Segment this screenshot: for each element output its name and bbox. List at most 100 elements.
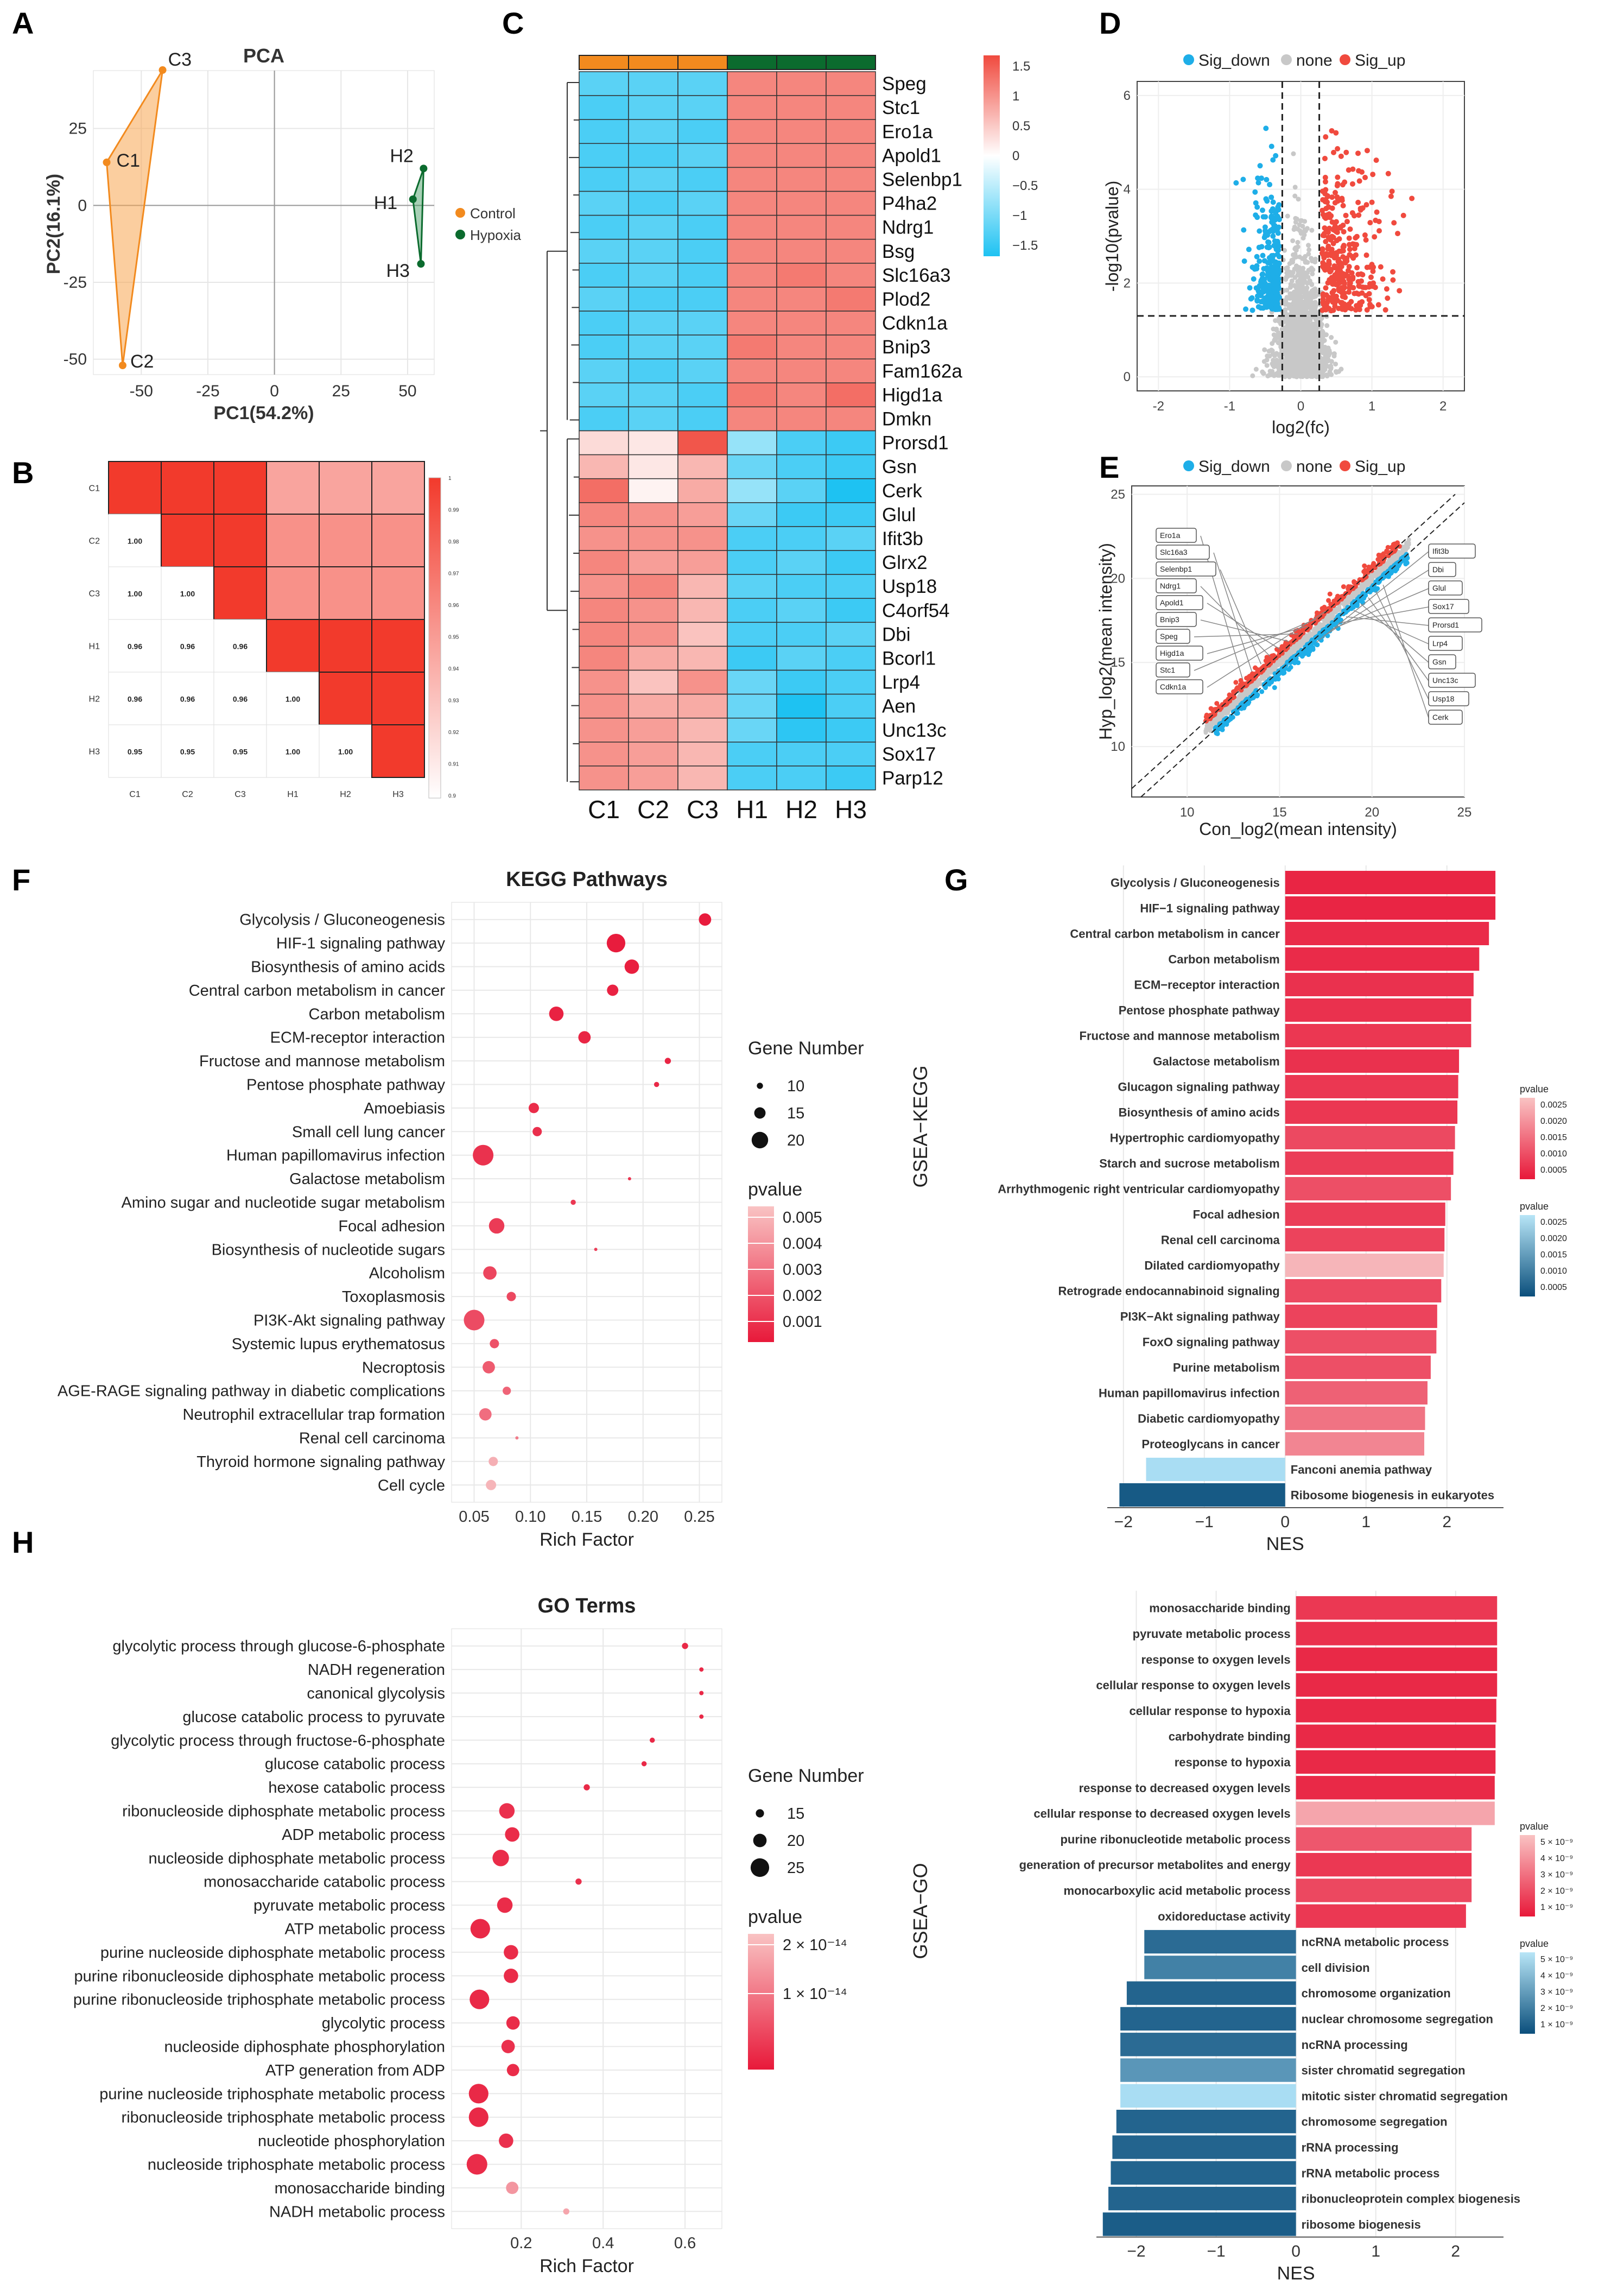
corr-value: 1.00 [128, 537, 142, 546]
corr-value: 0.96 [233, 695, 248, 704]
gene-label-box [1428, 636, 1463, 651]
corr-colorbar [428, 477, 441, 799]
heatmap-cell [776, 454, 827, 479]
corr-col-label: C2 [182, 790, 193, 799]
volcano-point-up [1370, 172, 1376, 178]
nes-bar [1285, 1100, 1458, 1124]
intensity-point-down [1342, 608, 1347, 613]
heatmap-cell [727, 693, 777, 719]
corr-value: 0.95 [233, 748, 248, 756]
intensity-point-none [1373, 573, 1378, 578]
y-axis-label: GSEA−KEGG [909, 1065, 931, 1187]
gene-label-left: Cdkn1a [1160, 682, 1186, 691]
corr-value: 0.96 [180, 642, 195, 651]
heatmap-cell [628, 71, 678, 96]
volcano-point-down [1261, 276, 1267, 282]
volcano-point-down [1273, 275, 1279, 281]
legend-up-tick: 3 × 10⁻⁹ [1540, 1870, 1573, 1880]
nes-bar-label: Fanconi anemia pathway [1291, 1463, 1432, 1477]
corr-cell [319, 566, 372, 620]
volcano-point-none [1295, 239, 1301, 245]
nes-bar [1285, 947, 1480, 971]
sample-label: H1 [736, 795, 768, 824]
color-legend-title: pvalue [748, 1907, 802, 1927]
volcano-point-none [1299, 230, 1304, 236]
heatmap-cell [826, 167, 876, 192]
legend-hypoxia-dot [455, 230, 465, 239]
volcano-point-up [1388, 193, 1394, 199]
legend-up-bar [1520, 1098, 1535, 1179]
x-tick-label: 2 [1451, 2243, 1460, 2261]
term-dot [549, 1007, 564, 1021]
gene-label-leader [1338, 606, 1429, 624]
size-legend-label: 20 [787, 1832, 804, 1850]
corr-col-label: C3 [234, 790, 246, 799]
volcano-point-none [1292, 293, 1298, 299]
volcano-point-up [1319, 307, 1325, 313]
volcano-point-down [1260, 252, 1266, 258]
term-dot [699, 1667, 704, 1672]
nes-bar-label: ncRNA processing [1302, 2038, 1408, 2052]
legend-up-tick: 0.0010 [1540, 1149, 1567, 1159]
volcano-point-up [1329, 246, 1335, 252]
pca-point-label: C3 [168, 49, 192, 70]
heatmap-colorbar-tick: −0.5 [1012, 179, 1038, 193]
volcano-point-down [1267, 276, 1273, 282]
volcano-point-up [1390, 277, 1396, 283]
heatmap-cell [727, 550, 777, 575]
heatmap-cell [677, 574, 728, 599]
corr-colorbar-tick: 0.94 [448, 666, 459, 672]
nes-bar [1285, 1356, 1431, 1379]
intensity-point-none [1218, 713, 1223, 718]
gene-label-box [1428, 599, 1469, 614]
x-tick-label: 0 [1280, 1513, 1290, 1531]
y-axis-label: -log10(pvalue) [1102, 181, 1122, 292]
heatmap-cell [727, 238, 777, 264]
volcano-point-down [1267, 181, 1273, 187]
heatmap-cell [826, 287, 876, 312]
term-label: nucleotide phosphorylation [258, 2133, 445, 2150]
sample-label: C3 [687, 795, 719, 824]
gene-label-left: Ndrg1 [1160, 581, 1181, 590]
intensity-point-up [1233, 680, 1239, 685]
term-label: Glycolysis / Gluconeogenesis [239, 912, 445, 929]
pca-point [118, 362, 126, 369]
term-label: Human papillomavirus infection [226, 1147, 445, 1165]
intensity-point-down [1315, 642, 1320, 648]
heatmap-cell [628, 646, 678, 671]
volcano-point-up [1320, 232, 1326, 238]
gene-label-box [1156, 595, 1203, 610]
volcano-point-up [1378, 264, 1384, 270]
heatmap-cell [677, 646, 728, 671]
gene-label-right: Ifit3b [1432, 547, 1449, 555]
y-tick-label: 20 [1111, 571, 1125, 586]
volcano-point-down [1276, 247, 1282, 253]
term-dot [499, 2133, 513, 2148]
corr-value: 1.00 [338, 748, 353, 756]
volcano-point-up [1373, 217, 1379, 223]
intensity-point-down [1234, 711, 1239, 716]
heatmap-cell [628, 766, 678, 790]
term-label: Cell cycle [378, 1477, 445, 1494]
x-tick-label: 2 [1439, 399, 1447, 414]
heatmap-cell [677, 382, 728, 408]
gene-label: C4orf54 [882, 600, 950, 621]
color-legend-label: 0.003 [783, 1261, 822, 1279]
gene-label-box [1428, 691, 1469, 706]
volcano-point-down [1273, 269, 1279, 275]
corr-colorbar-tick: 0.98 [448, 539, 459, 545]
heatmap-cell [776, 766, 827, 790]
intensity-point-none [1359, 587, 1364, 592]
volcano-point-up [1389, 188, 1395, 194]
nes-bar-label: carbohydrate binding [1169, 1730, 1291, 1743]
volcano-point-down [1241, 227, 1247, 233]
heatmap-cell [727, 526, 777, 551]
gene-label-left: Apold1 [1160, 598, 1184, 607]
nes-bar-label: rRNA metabolic process [1302, 2166, 1440, 2180]
nes-bar [1144, 1930, 1296, 1954]
volcano-point-none [1269, 369, 1274, 375]
intensity-point-down [1305, 642, 1310, 647]
volcano-point-up [1354, 265, 1360, 271]
gene-label-leader [1200, 619, 1289, 642]
size-legend-dot [750, 1858, 770, 1877]
